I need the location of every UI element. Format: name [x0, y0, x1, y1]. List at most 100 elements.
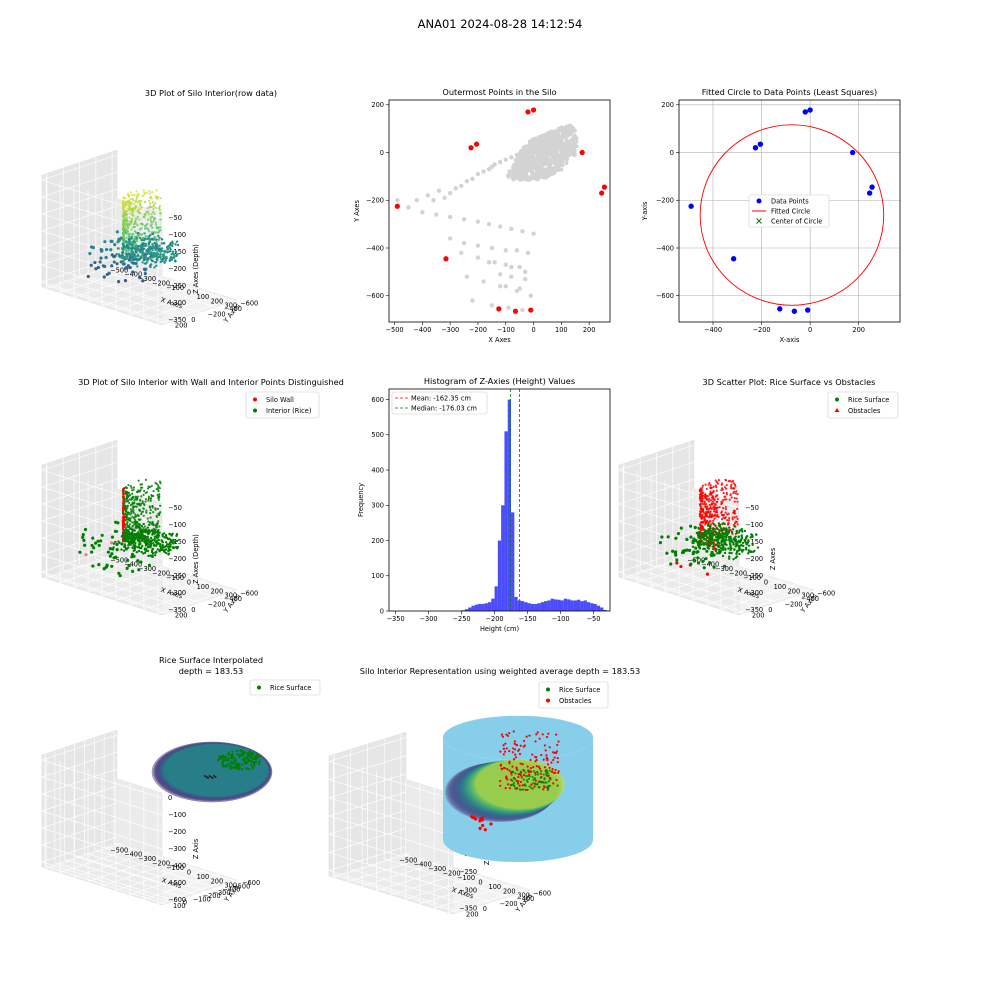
scatter-point — [705, 487, 708, 491]
scatter-point — [143, 258, 146, 261]
scatter-point — [697, 532, 700, 535]
scatter-point — [723, 495, 726, 498]
scatter-point — [705, 495, 709, 498]
scatter-point — [138, 504, 141, 507]
scatter-point — [128, 493, 132, 497]
scatter-point — [702, 566, 706, 570]
point-gray — [475, 219, 481, 224]
scatter-point — [128, 205, 131, 208]
point-gray — [475, 255, 481, 260]
scatter-point — [701, 484, 704, 487]
scatter-point — [744, 546, 748, 549]
scatter-point — [131, 213, 134, 216]
scatter-point — [710, 552, 715, 556]
scatter-point — [751, 535, 754, 539]
rice-surface-point — [532, 782, 535, 785]
scatter-point — [707, 516, 711, 519]
scatter-point — [121, 526, 125, 529]
z-tick-label: −250 — [745, 572, 763, 580]
scatter-point — [152, 490, 155, 493]
point-gray — [420, 209, 425, 215]
surface-band — [470, 759, 564, 811]
plot-title: Rice Surface Interpolated — [159, 655, 263, 665]
plot-fitted-circle: −400 −200 0 2002000−200−400−600X-axisY-axis… — [641, 87, 901, 344]
scatter-point — [130, 252, 134, 256]
point-gray — [517, 286, 522, 291]
surface-band — [153, 742, 272, 802]
scatter-point — [147, 497, 151, 500]
point-gray — [549, 146, 554, 151]
scatter-point — [694, 546, 698, 550]
scatter-point — [135, 237, 139, 240]
scatter-point — [714, 535, 718, 539]
scatter-point — [708, 561, 712, 565]
y-tick-label: −200 — [500, 900, 518, 908]
scatter-point — [140, 206, 143, 209]
rice-surface-point — [544, 781, 547, 784]
z-axis-label: Z Axes — [769, 547, 777, 570]
scatter-point — [148, 505, 151, 508]
scatter-point — [128, 541, 131, 544]
scatter-point — [125, 245, 128, 248]
grid-line — [419, 783, 497, 905]
obstacle-point — [530, 783, 533, 786]
x-tick-label: −200 — [152, 280, 170, 288]
scatter-point — [175, 539, 179, 543]
point-gray — [546, 172, 551, 177]
x-tick-label: −500 — [385, 326, 403, 334]
scatter-point — [125, 252, 128, 255]
grid-line — [64, 747, 185, 898]
scatter-point — [121, 239, 125, 242]
scatter-point — [168, 244, 171, 248]
scatter-point — [130, 235, 133, 238]
scatter-point — [132, 486, 136, 489]
z-tick-label: −300 — [168, 589, 186, 597]
x-tick-label: 200 — [503, 887, 516, 895]
legend-label: Rice Surface — [559, 686, 600, 694]
scatter-point — [139, 560, 143, 564]
scatter-point — [141, 500, 144, 503]
histogram-bar — [590, 603, 594, 611]
histogram-bar — [570, 600, 574, 611]
scatter-point — [139, 483, 142, 486]
scatter-point — [90, 543, 94, 548]
obstacle-point — [545, 735, 549, 739]
grid-line — [87, 769, 164, 883]
point-gray — [569, 146, 574, 151]
scatter-point — [142, 507, 145, 510]
scatter-point — [704, 557, 708, 561]
x-tick-label: 100 — [197, 293, 210, 301]
grid-line — [678, 484, 755, 597]
obstacle-point — [515, 743, 518, 746]
point-gray — [525, 147, 531, 153]
z-tick-label: −350 — [745, 606, 763, 614]
scatter-point — [123, 504, 126, 507]
rice-surface-point — [522, 788, 525, 791]
scatter-point — [130, 511, 133, 515]
grid-line — [40, 751, 163, 816]
scatter-point — [736, 541, 739, 544]
scatter-point — [159, 504, 162, 507]
scatter-point — [167, 549, 170, 553]
scatter-point — [138, 199, 141, 203]
grid-line — [327, 846, 454, 909]
scatter-point — [712, 565, 716, 569]
scatter-point — [701, 497, 704, 501]
scatter-point — [141, 537, 144, 540]
rice-surface-point — [526, 780, 529, 783]
scatter-point — [121, 232, 125, 235]
grid-line — [327, 791, 454, 855]
rice-surface-point — [249, 754, 253, 758]
obstacle-point — [517, 749, 520, 753]
scatter-point — [124, 211, 127, 215]
scatter-point — [717, 533, 720, 537]
rice-surface-point — [251, 766, 254, 770]
scatter-point — [170, 534, 174, 537]
scatter-point — [128, 501, 131, 505]
scatter-point — [160, 249, 164, 253]
scatter-point — [124, 490, 127, 493]
obstacle-point — [544, 749, 547, 752]
scatter-point — [126, 220, 129, 223]
x-tick-label: −400 — [413, 326, 431, 334]
